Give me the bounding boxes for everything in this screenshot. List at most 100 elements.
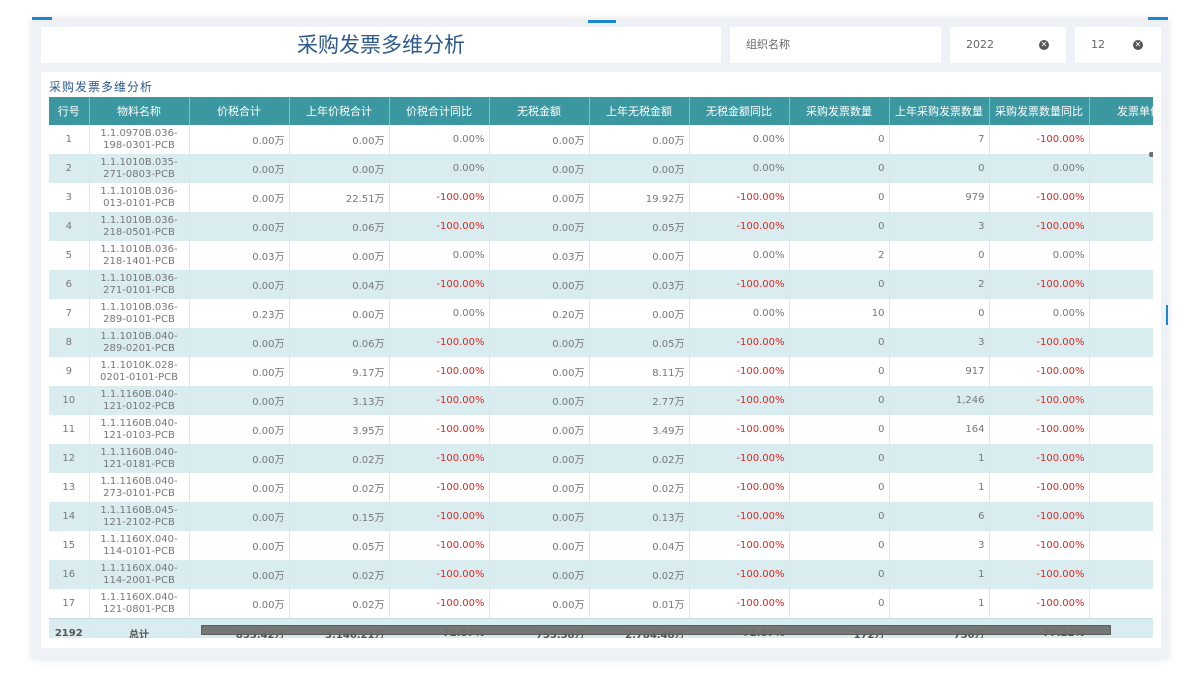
table-cell: 0.06万 [289, 328, 390, 357]
table-cell: 0 [789, 531, 890, 560]
table-cell [1089, 357, 1153, 386]
column-header[interactable]: 物料名称 [89, 97, 190, 125]
row-number-cell: 17 [49, 589, 90, 619]
column-header[interactable]: 上年价税合计 [289, 97, 390, 125]
table-cell: 0.06万 [289, 212, 390, 241]
table-row[interactable]: 14 1.1.1160B.045-121-2102-PCB 0.00万 0.15万 -1… [49, 502, 1153, 531]
table-cell: -100.00% [389, 473, 490, 502]
table-cell: 0 [789, 270, 890, 299]
table-cell: 0.00万 [189, 125, 290, 154]
table-body: 1 1.1.0970B.036-198-0301-PCB 0.00万 0.00万 0.0… [49, 125, 1153, 619]
table-cell: 3.49万 [589, 415, 690, 444]
table-cell: 0 [789, 502, 890, 531]
table-cell: 0 [789, 125, 890, 154]
material-name-cell: 1.1.1160X.040-121-0801-PCB [89, 589, 190, 619]
table-row[interactable]: 17 1.1.1160X.040-121-0801-PCB 0.00万 0.02万 -1… [49, 589, 1153, 619]
table-cell [1089, 270, 1153, 299]
table-cell: 10 [789, 299, 890, 328]
table-cell [1089, 299, 1153, 328]
row-number-cell: 14 [49, 502, 90, 531]
material-name-cell: 1.1.1160B.040-121-0181-PCB [89, 444, 190, 473]
month-filter[interactable]: 12 ✕ [1075, 27, 1161, 63]
table-cell: 3 [889, 212, 990, 241]
row-number-cell: 16 [49, 560, 90, 589]
table-row[interactable]: 4 1.1.1010B.036-218-0501-PCB 0.00万 0.06万 -10… [49, 212, 1153, 241]
table-cell [1089, 212, 1153, 241]
row-number-cell: 3 [49, 183, 90, 212]
table-cell: 0.05万 [589, 212, 690, 241]
column-header[interactable]: 采购发票数量同比 [989, 97, 1090, 125]
table-row[interactable]: 11 1.1.1160B.040-121-0103-PCB 0.00万 3.95万 -1… [49, 415, 1153, 444]
row-number-cell: 7 [49, 299, 90, 328]
table-cell: 1 [889, 473, 990, 502]
table-cell: 0.00% [389, 299, 490, 328]
horizontal-scrollbar[interactable] [201, 625, 1111, 635]
vertical-scrollbar[interactable] [1149, 152, 1153, 157]
table-row[interactable]: 10 1.1.1160B.040-121-0102-PCB 0.00万 3.13万 -1… [49, 386, 1153, 415]
row-number-cell: 11 [49, 415, 90, 444]
table-row[interactable]: 16 1.1.1160X.040-114-2001-PCB 0.00万 0.02万 -1… [49, 560, 1153, 589]
table-cell: 22.51万 [289, 183, 390, 212]
table-cell: 0 [789, 154, 890, 183]
table-row[interactable]: 5 1.1.1010B.036-218-1401-PCB 0.03万 0.00万 0.0… [49, 241, 1153, 270]
table-row[interactable]: 13 1.1.1160B.040-273-0101-PCB 0.00万 0.02万 -1… [49, 473, 1153, 502]
table-cell: 0.00万 [189, 589, 290, 619]
column-header[interactable]: 行号 [49, 97, 90, 125]
table-cell: 0.00万 [189, 473, 290, 502]
table-cell: 0.03万 [589, 270, 690, 299]
column-header[interactable]: 价税合计 [189, 97, 290, 125]
row-number-cell: 12 [49, 444, 90, 473]
table-row[interactable]: 3 1.1.1010B.036-013-0101-PCB 0.00万 22.51万 -1… [49, 183, 1153, 212]
table-cell [1089, 473, 1153, 502]
row-number-cell: 10 [49, 386, 90, 415]
table-cell: -100.00% [389, 444, 490, 473]
table-cell: 0.00万 [489, 125, 590, 154]
table-cell: 0.00万 [489, 328, 590, 357]
column-header[interactable]: 采购发票数量 [789, 97, 890, 125]
table-cell: 0.00万 [489, 212, 590, 241]
table-cell [1089, 589, 1153, 619]
clear-year-icon[interactable]: ✕ [1039, 40, 1049, 50]
table-cell: 0.00万 [289, 154, 390, 183]
table-row[interactable]: 9 1.1.1010K.028-0201-0101-PCB 0.00万 9.17万 -1… [49, 357, 1153, 386]
table-row[interactable]: 12 1.1.1160B.040-121-0181-PCB 0.00万 0.02万 -1… [49, 444, 1153, 473]
column-header[interactable]: 发票单价 [1089, 97, 1153, 125]
table-row[interactable]: 6 1.1.1010B.036-271-0101-PCB 0.00万 0.04万 -10… [49, 270, 1153, 299]
column-header[interactable]: 无税金额同比 [689, 97, 790, 125]
table-row[interactable]: 15 1.1.1160X.040-114-0101-PCB 0.00万 0.05万 -1… [49, 531, 1153, 560]
table-cell: 0.00万 [289, 125, 390, 154]
table-cell: 1 [889, 589, 990, 619]
table-cell: -100.00% [689, 357, 790, 386]
clear-month-icon[interactable]: ✕ [1133, 40, 1143, 50]
row-number-cell: 2192 [49, 618, 90, 638]
column-header[interactable]: 价税合计同比 [389, 97, 490, 125]
column-header[interactable]: 上年无税金额 [589, 97, 690, 125]
table-cell: 0.02万 [289, 473, 390, 502]
table-cell: -100.00% [989, 125, 1090, 154]
year-filter[interactable]: 2022 ✕ [950, 27, 1066, 63]
table-cell: 0.00万 [489, 154, 590, 183]
org-filter[interactable]: 组织名称 [730, 27, 941, 63]
table-cell: 0.00万 [189, 415, 290, 444]
table-cell: 8.11万 [589, 357, 690, 386]
table-cell: 0.00% [989, 241, 1090, 270]
table-cell: -100.00% [389, 357, 490, 386]
column-header[interactable]: 无税金额 [489, 97, 590, 125]
table-viewport[interactable]: 行号 物料名称 价税合计 上年价税合计 价税合计同比 无税金额 上年无税金额 无税金额同比 采购… [49, 97, 1153, 638]
table-row[interactable]: 2 1.1.1010B.035-271-0803-PCB 0.00万 0.00万 0.0… [49, 154, 1153, 183]
table-cell: 0.00% [989, 154, 1090, 183]
table-row[interactable]: 7 1.1.1010B.036-289-0101-PCB 0.23万 0.00万 0.0… [49, 299, 1153, 328]
table-cell: 0.00万 [189, 154, 290, 183]
table-row[interactable]: 8 1.1.1010B.040-289-0201-PCB 0.00万 0.06万 -10… [49, 328, 1153, 357]
table-cell: 0.00% [989, 299, 1090, 328]
column-header[interactable]: 上年采购发票数量 [889, 97, 990, 125]
table-cell: -100.00% [389, 270, 490, 299]
table-row[interactable]: 1 1.1.0970B.036-198-0301-PCB 0.00万 0.00万 0.0… [49, 125, 1153, 154]
table-cell: 6 [889, 502, 990, 531]
material-name-cell: 1.1.1160B.040-121-0103-PCB [89, 415, 190, 444]
table-cell: 19.92万 [589, 183, 690, 212]
table-cell [1089, 560, 1153, 589]
table-cell: 0.00% [389, 125, 490, 154]
table-cell: -100.00% [989, 560, 1090, 589]
table-cell [1089, 531, 1153, 560]
